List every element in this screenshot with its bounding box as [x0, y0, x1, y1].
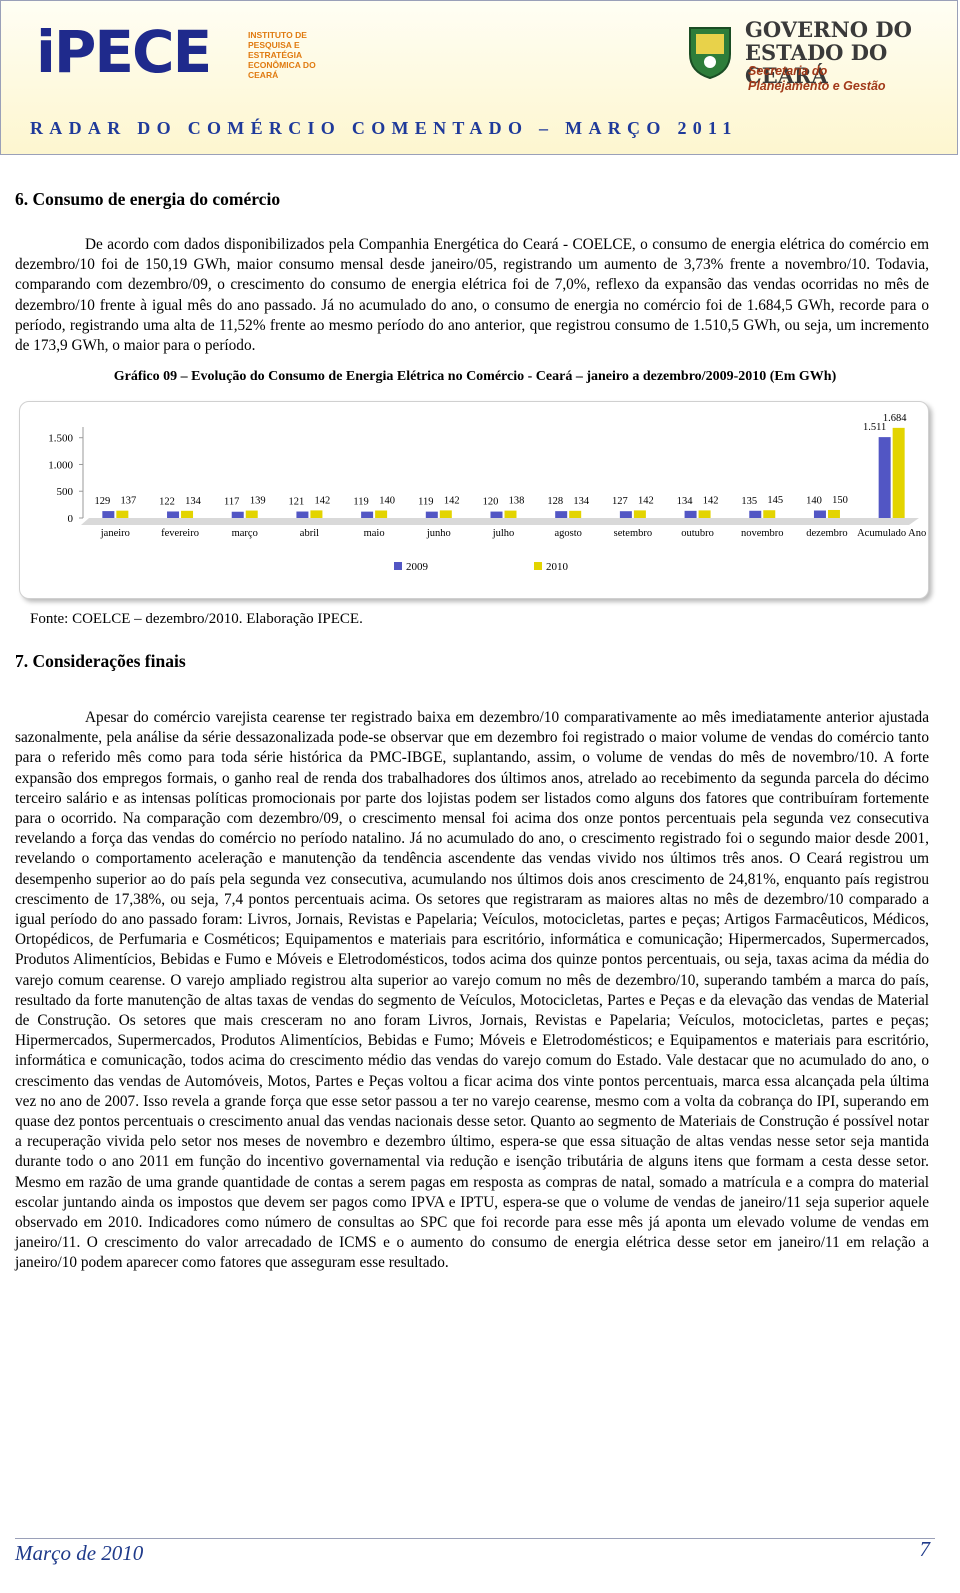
data-label: 1.511 — [863, 422, 886, 433]
x-tick-label: junho — [426, 528, 451, 539]
data-label: 142 — [444, 495, 460, 506]
data-label: 1.684 — [883, 413, 907, 424]
bar — [245, 510, 258, 518]
data-label: 139 — [250, 496, 266, 507]
crest — [689, 27, 731, 80]
chart-floor — [81, 518, 919, 525]
data-label: 127 — [612, 496, 628, 507]
y-tick-label: 1.500 — [48, 433, 73, 445]
institute-name: INSTITUTO DE PESQUISA E ESTRATÉGIA ECONÔ… — [248, 30, 316, 80]
bar — [749, 510, 762, 518]
data-label: 140 — [379, 496, 395, 507]
bar — [827, 509, 840, 518]
data-label: 119 — [418, 497, 433, 508]
data-label: 145 — [767, 495, 783, 506]
bar — [813, 510, 826, 518]
bar — [310, 510, 323, 518]
data-label: 134 — [573, 496, 590, 507]
bar — [684, 510, 697, 518]
bar — [555, 511, 568, 518]
bar — [490, 511, 503, 518]
bar — [425, 511, 438, 518]
bar — [698, 510, 711, 518]
data-label: 120 — [483, 497, 499, 508]
legend-label: 2010 — [546, 561, 569, 573]
section-heading: 6. Consumo de energia do comércio — [15, 189, 281, 209]
bar — [569, 510, 582, 518]
bar — [167, 511, 180, 518]
data-label: 142 — [315, 495, 331, 506]
section-heading: 7. Considerações finais — [15, 651, 186, 671]
header — [0, 0, 958, 155]
data-label: 122 — [159, 496, 175, 507]
data-label: 142 — [638, 495, 654, 506]
page-number: 7 — [919, 1537, 931, 1561]
footer-rule — [15, 1538, 935, 1539]
x-tick-label: agosto — [554, 528, 581, 539]
data-label: 150 — [832, 495, 848, 506]
data-label: 117 — [224, 497, 239, 508]
x-tick-label: outubro — [681, 528, 714, 539]
bar — [892, 427, 905, 518]
x-tick-label: fevereiro — [161, 528, 199, 539]
y-tick-label: 500 — [57, 486, 74, 498]
bar — [619, 511, 632, 518]
bar — [633, 510, 646, 518]
bar — [116, 510, 129, 518]
footer-date: Março de 2010 — [15, 1541, 144, 1565]
x-tick-label: setembro — [614, 528, 653, 539]
data-label: 121 — [289, 497, 305, 508]
data-label: 128 — [547, 496, 563, 507]
x-tick-label: novembro — [741, 528, 784, 539]
bar — [878, 437, 891, 518]
chart-caption: Gráfico 09 – Evolução do Consumo de Ener… — [113, 369, 837, 384]
data-label: 137 — [120, 496, 136, 507]
x-tick-label: julho — [492, 528, 515, 539]
y-tick-label: 0 — [68, 513, 74, 525]
data-label: 142 — [703, 495, 719, 506]
bar — [296, 511, 309, 518]
data-label: 134 — [677, 496, 694, 507]
x-tick-label: abril — [300, 528, 319, 539]
legend-swatch — [394, 562, 402, 570]
bar — [504, 510, 517, 518]
secretariat-name: Secretaria do Planejamento e Gestão — [748, 64, 886, 93]
bar — [231, 511, 244, 518]
government-name: GOVERNO DO ESTADO DO CEARÁ — [745, 17, 912, 88]
source: Fonte: COELCE – dezembro/2010. Elaboraçã… — [30, 611, 363, 627]
bar — [375, 510, 388, 518]
data-label: 138 — [509, 496, 525, 507]
legend-label: 2009 — [406, 561, 429, 573]
y-tick-label: 1.000 — [48, 459, 73, 471]
data-label: 134 — [185, 496, 202, 507]
bar — [763, 510, 776, 518]
x-tick-label: março — [232, 528, 258, 539]
x-tick-label: dezembro — [806, 528, 847, 539]
chart-frame — [19, 401, 929, 599]
chart: 0 500 1.000 1.500 janeiro 129 137 fevereiro 122 1… — [48, 413, 926, 573]
paragraph: De acordo com dados disponibilizados pel… — [15, 236, 929, 355]
x-tick-label: janeiro — [100, 528, 130, 539]
legend-swatch — [534, 562, 542, 570]
x-tick-label: maio — [364, 528, 385, 539]
data-label: 135 — [741, 496, 757, 507]
bar — [102, 511, 115, 518]
data-label: 119 — [353, 497, 368, 508]
logo: iPECE — [36, 18, 212, 86]
data-label: 129 — [94, 496, 110, 507]
bar — [181, 510, 194, 518]
data-label: 140 — [806, 496, 822, 507]
bar — [439, 510, 452, 518]
paragraph: Apesar do comércio varejista cearense te… — [15, 709, 929, 1272]
banner: RADAR DO COMÉRCIO COMENTADO – MARÇO 2011 — [30, 118, 738, 138]
x-tick-label: Acumulado Ano — [857, 528, 926, 539]
bar — [361, 511, 374, 518]
